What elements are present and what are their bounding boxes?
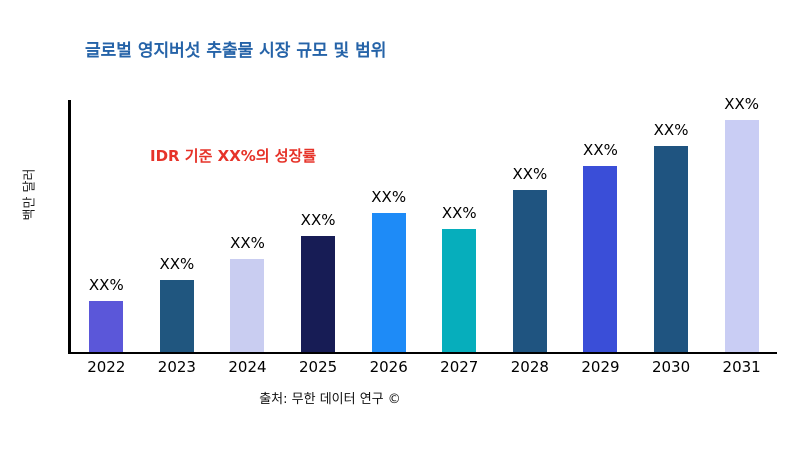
bar-slot-2028: XX% xyxy=(495,165,566,352)
source-text: 출처: 무한 데이터 연구 © xyxy=(259,392,401,407)
bar-value-label-2024: XX% xyxy=(230,234,265,252)
bar-slot-2026: XX% xyxy=(353,188,424,352)
bar-2029 xyxy=(583,166,618,352)
bar-2026 xyxy=(371,213,406,352)
bar-value-label-2025: XX% xyxy=(300,211,336,229)
bar-2022 xyxy=(89,301,124,352)
bar-slot-2023: XX% xyxy=(142,255,213,352)
bar-slot-2031: XX% xyxy=(706,95,777,352)
x-tick-2026: 2026 xyxy=(369,358,408,376)
x-tick-2029: 2029 xyxy=(581,358,620,376)
bar-value-label-2030: XX% xyxy=(653,121,689,139)
bar-2028 xyxy=(512,190,547,352)
x-tick-2025: 2025 xyxy=(298,358,338,376)
x-tick-2027: 2027 xyxy=(440,358,479,376)
bar-2030 xyxy=(654,146,689,352)
x-tick-2031: 2031 xyxy=(722,358,761,376)
bar-slot-2027: XX% xyxy=(424,204,495,352)
bar-value-label-2026: XX% xyxy=(371,188,407,206)
y-axis-label: 백만 달러 xyxy=(22,168,38,221)
x-tick-2030: 2030 xyxy=(651,358,691,376)
bar-slot-2025: XX% xyxy=(283,211,354,352)
bar-value-label-2027: XX% xyxy=(441,204,477,222)
x-tick-2024: 2024 xyxy=(228,358,267,376)
bar-2031 xyxy=(724,120,759,352)
bar-slot-2024: XX% xyxy=(212,234,283,352)
chart-title: 글로벌 영지버섯 추출물 시장 규모 및 범위 xyxy=(85,41,387,61)
x-tick-2023: 2023 xyxy=(157,358,196,376)
bar-value-label-2031: XX% xyxy=(724,95,760,113)
plot-area: XX% XX% XX% XX% XX% XX% XX% XX% XX% XX% xyxy=(68,95,777,354)
growth-rate-annotation: IDR 기준 XX%의 성장률 xyxy=(150,147,317,165)
bar-2023 xyxy=(159,280,194,352)
bar-value-label-2028: XX% xyxy=(512,165,548,183)
bar-value-label-2029: XX% xyxy=(583,141,618,159)
x-tick-2028: 2028 xyxy=(510,358,549,376)
bar-slot-2029: XX% xyxy=(565,141,636,352)
bar-2025 xyxy=(301,236,336,352)
x-axis-labels: 2022 2023 2024 2025 2026 2027 2028 2029 2030 2031 xyxy=(71,358,777,376)
x-tick-2022: 2022 xyxy=(87,358,126,376)
bar-2024 xyxy=(230,259,265,352)
bar-value-label-2023: XX% xyxy=(159,255,195,273)
bar-value-label-2022: XX% xyxy=(88,276,124,294)
bars: XX% XX% XX% XX% XX% XX% XX% XX% XX% XX% xyxy=(71,60,777,352)
bar-2027 xyxy=(442,229,477,352)
bar-slot-2030: XX% xyxy=(636,121,707,352)
bar-slot-2022: XX% xyxy=(71,276,142,352)
